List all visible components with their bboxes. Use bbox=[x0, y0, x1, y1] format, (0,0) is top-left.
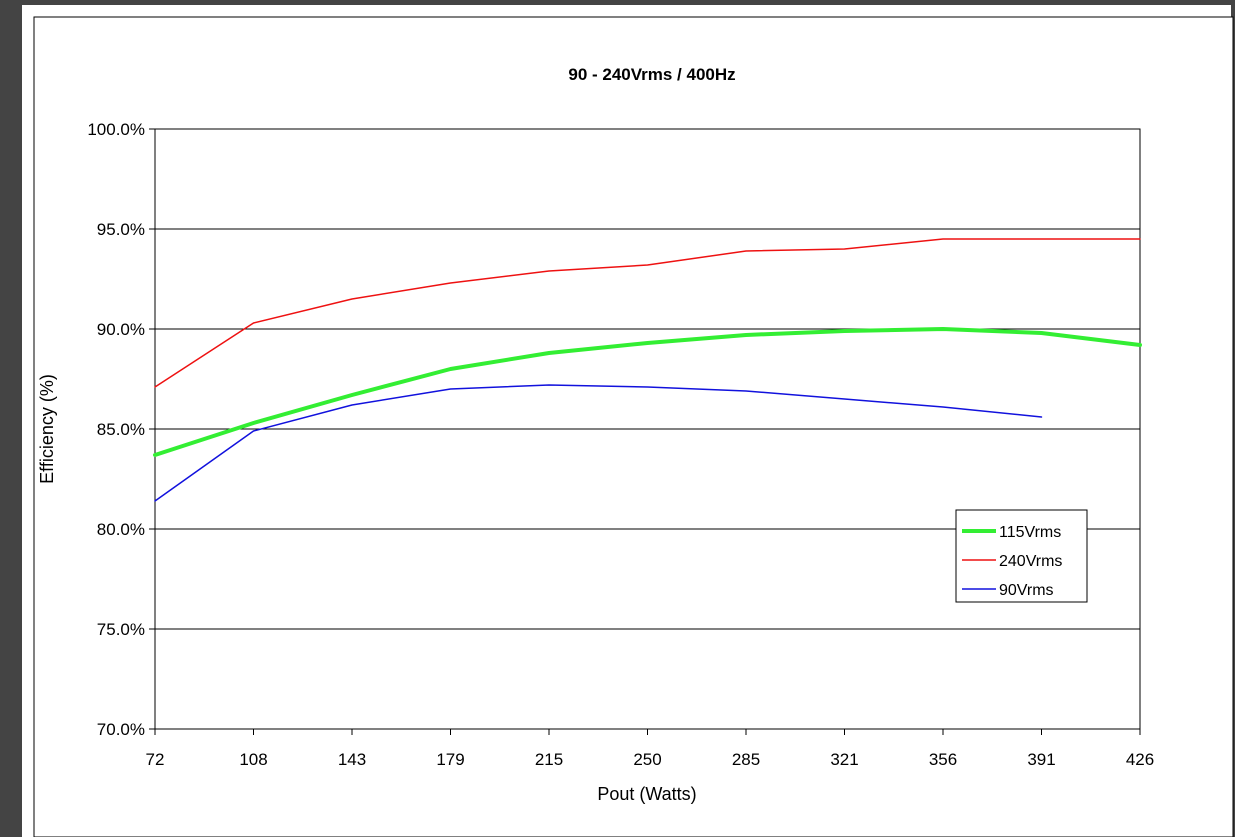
y-tick-label: 90.0% bbox=[97, 320, 145, 339]
legend-label-240vrms: 240Vrms bbox=[999, 553, 1062, 570]
legend-label-90vrms: 90Vrms bbox=[999, 582, 1054, 599]
x-tick-label: 72 bbox=[146, 750, 165, 769]
y-tick-label: 95.0% bbox=[97, 220, 145, 239]
series-lines bbox=[153, 238, 1142, 502]
x-tick-label: 321 bbox=[830, 750, 858, 769]
y-tick-label: 70.0% bbox=[97, 720, 145, 739]
outer-frame-left bbox=[0, 0, 22, 837]
y-tick-label: 80.0% bbox=[97, 520, 145, 539]
series-line-240vrms bbox=[154, 238, 1141, 388]
x-tick-label: 285 bbox=[732, 750, 760, 769]
x-axis-title: Pout (Watts) bbox=[597, 784, 696, 804]
legend-label-115vrms: 115Vrms bbox=[999, 524, 1061, 541]
x-tick-label: 108 bbox=[239, 750, 267, 769]
x-tick-label: 215 bbox=[535, 750, 563, 769]
chart-title: 90 - 240Vrms / 400Hz bbox=[568, 65, 735, 84]
x-tick-label: 391 bbox=[1027, 750, 1055, 769]
y-axis-ticks: 70.0% 75.0% 80.0% 85.0% 90.0% 95.0% 100.0% bbox=[87, 120, 155, 739]
x-axis-ticks: 72 108 143 179 215 250 285 321 356 391 426 bbox=[146, 729, 1154, 769]
x-tick-label: 426 bbox=[1126, 750, 1154, 769]
legend: 115Vrms 240Vrms 90Vrms bbox=[955, 509, 1088, 603]
y-tick-label: 85.0% bbox=[97, 420, 145, 439]
y-axis-title: Efficiency (%) bbox=[37, 374, 57, 484]
y-tick-label: 75.0% bbox=[97, 620, 145, 639]
x-tick-label: 356 bbox=[929, 750, 957, 769]
y-tick-label: 100.0% bbox=[87, 120, 145, 139]
outer-frame-top bbox=[0, 0, 1235, 5]
x-tick-label: 250 bbox=[633, 750, 661, 769]
x-tick-label: 143 bbox=[338, 750, 366, 769]
x-tick-label: 179 bbox=[436, 750, 464, 769]
series-line-90vrms bbox=[154, 384, 1043, 502]
chart-area-border bbox=[33, 16, 1234, 837]
series-line-115vrms bbox=[153, 327, 1142, 457]
legend-box bbox=[955, 509, 1088, 603]
